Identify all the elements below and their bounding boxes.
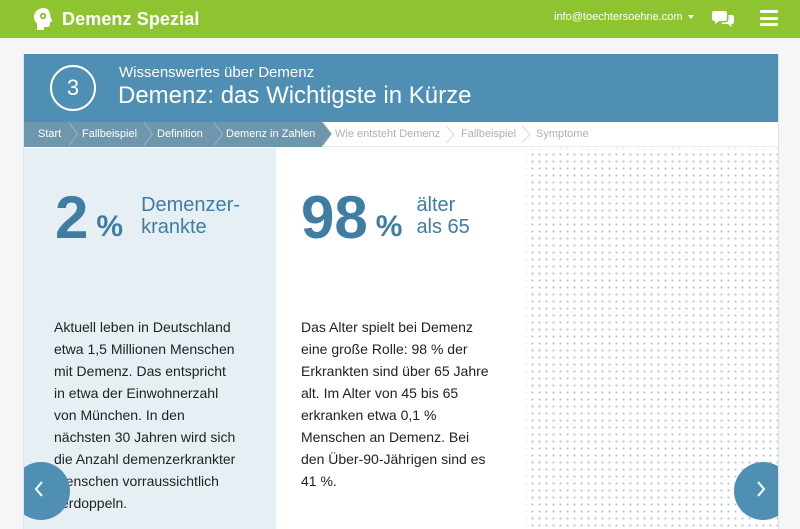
stat-description: Aktuell leben in Deutschland etwa 1,5 Mi… [54,316,235,514]
chapter-subtitle: Wissenswertes über Demenz [119,64,315,81]
stat-label-line: krankte [141,216,207,238]
chevron-left-icon [34,481,43,497]
text-line: nächsten 30 Jahren wird sich [54,429,236,445]
brand-name: Demenz Spezial [62,8,200,29]
hamburger-menu-icon[interactable] [760,10,778,26]
stat-value: 98 [301,184,368,251]
stat-panel-prevalence: 2 % Demenzer- krankte Aktuell leben in D… [24,148,276,529]
text-line: alt. Im Alter von 45 bis 65 [301,385,459,401]
text-line: die Anzahl demenzerkrankter [54,451,236,467]
text-line: den Über-90-Jährigen sind es [301,451,486,467]
breadcrumb-start[interactable]: Start [24,122,78,147]
stat-unit: % [96,210,124,243]
stat-label: Demenzer- krankte [141,194,240,238]
stat-label-line: älter [416,194,456,216]
breadcrumb-fallbeispiel-2[interactable]: Fallbeispiel [461,122,516,147]
dotted-decoration [526,148,778,529]
breadcrumb-label: Wie entsteht Demenz [335,128,441,140]
chevron-right-icon [757,481,766,497]
text-line: 41 %. [301,473,337,489]
stat-unit: % [375,210,403,243]
text-line: etwa 1,5 Millionen Menschen [54,341,235,357]
breadcrumb-symptome[interactable]: Symptome [536,122,589,147]
text-line: Erkrankten sind über 65 Jahre [301,363,489,379]
next-button[interactable] [734,462,778,520]
breadcrumb-separator-icon [445,126,455,143]
stat-block: 98 % älter als 65 [301,188,470,248]
breadcrumb-label: Demenz in Zahlen [226,128,316,140]
text-line: eine große Rolle: 98 % der [301,341,468,357]
previous-button[interactable] [24,462,70,520]
breadcrumb-fallbeispiel[interactable]: Fallbeispiel [68,122,153,147]
stat-label-line: als 65 [416,216,470,238]
chapter-title: Demenz: das Wichtigste in Kürze [118,82,472,109]
text-line: erkranken etwa 0,1 % [301,407,437,423]
breadcrumb-label: Start [38,128,62,140]
caret-down-icon [687,15,694,19]
breadcrumb-label: Fallbeispiel [82,128,138,140]
account-email: info@toechtersoehne.com [554,11,683,23]
head-icon [34,8,53,30]
text-line: Menschen vorraussichtlich [54,473,219,489]
top-bar: Demenz Spezial info@toechtersoehne.com [0,0,800,38]
text-line: mit Demenz. Das entspricht [54,363,226,379]
breadcrumb: Start Fallbeispiel Definition Demenz in … [24,122,778,147]
text-line: von München. In den [54,407,185,423]
breadcrumb-label: Fallbeispiel [461,128,517,140]
chat-bubbles-icon[interactable] [712,10,734,28]
breadcrumb-label: Definition [157,128,203,140]
text-line: Aktuell leben in Deutschland [54,319,231,335]
stat-label-line: Demenzer- [141,194,240,216]
breadcrumb-definition[interactable]: Definition [143,122,223,147]
breadcrumb-demenz-in-zahlen[interactable]: Demenz in Zahlen [213,122,332,147]
stat-description: Das Alter spielt bei Demenz eine große R… [301,316,489,492]
lesson-card: 3 Wissenswertes über Demenz Demenz: das … [23,54,779,529]
text-line: in etwa der Einwohnerzahl [54,385,219,401]
stat-block: 2 % Demenzer- krankte [55,188,240,248]
account-menu[interactable]: info@toechtersoehne.com [554,11,694,23]
stat-label: älter als 65 [416,194,469,238]
breadcrumb-separator-icon [521,126,531,143]
text-line: verdoppeln. [54,495,128,511]
breadcrumb-label: Symptome [536,128,589,140]
stat-value: 2 [55,184,89,251]
text-line: Das Alter spielt bei Demenz [301,319,473,335]
breadcrumb-wie-entsteht-demenz[interactable]: Wie entsteht Demenz [335,122,440,147]
stat-panel-age: 98 % älter als 65 Das Alter spielt bei D… [276,148,526,529]
brand-link[interactable]: Demenz Spezial [33,4,199,34]
chapter-number: 3 [50,65,96,111]
text-line: Menschen an Demenz. Bei [301,429,470,445]
lesson-header: 3 Wissenswertes über Demenz Demenz: das … [24,54,778,122]
